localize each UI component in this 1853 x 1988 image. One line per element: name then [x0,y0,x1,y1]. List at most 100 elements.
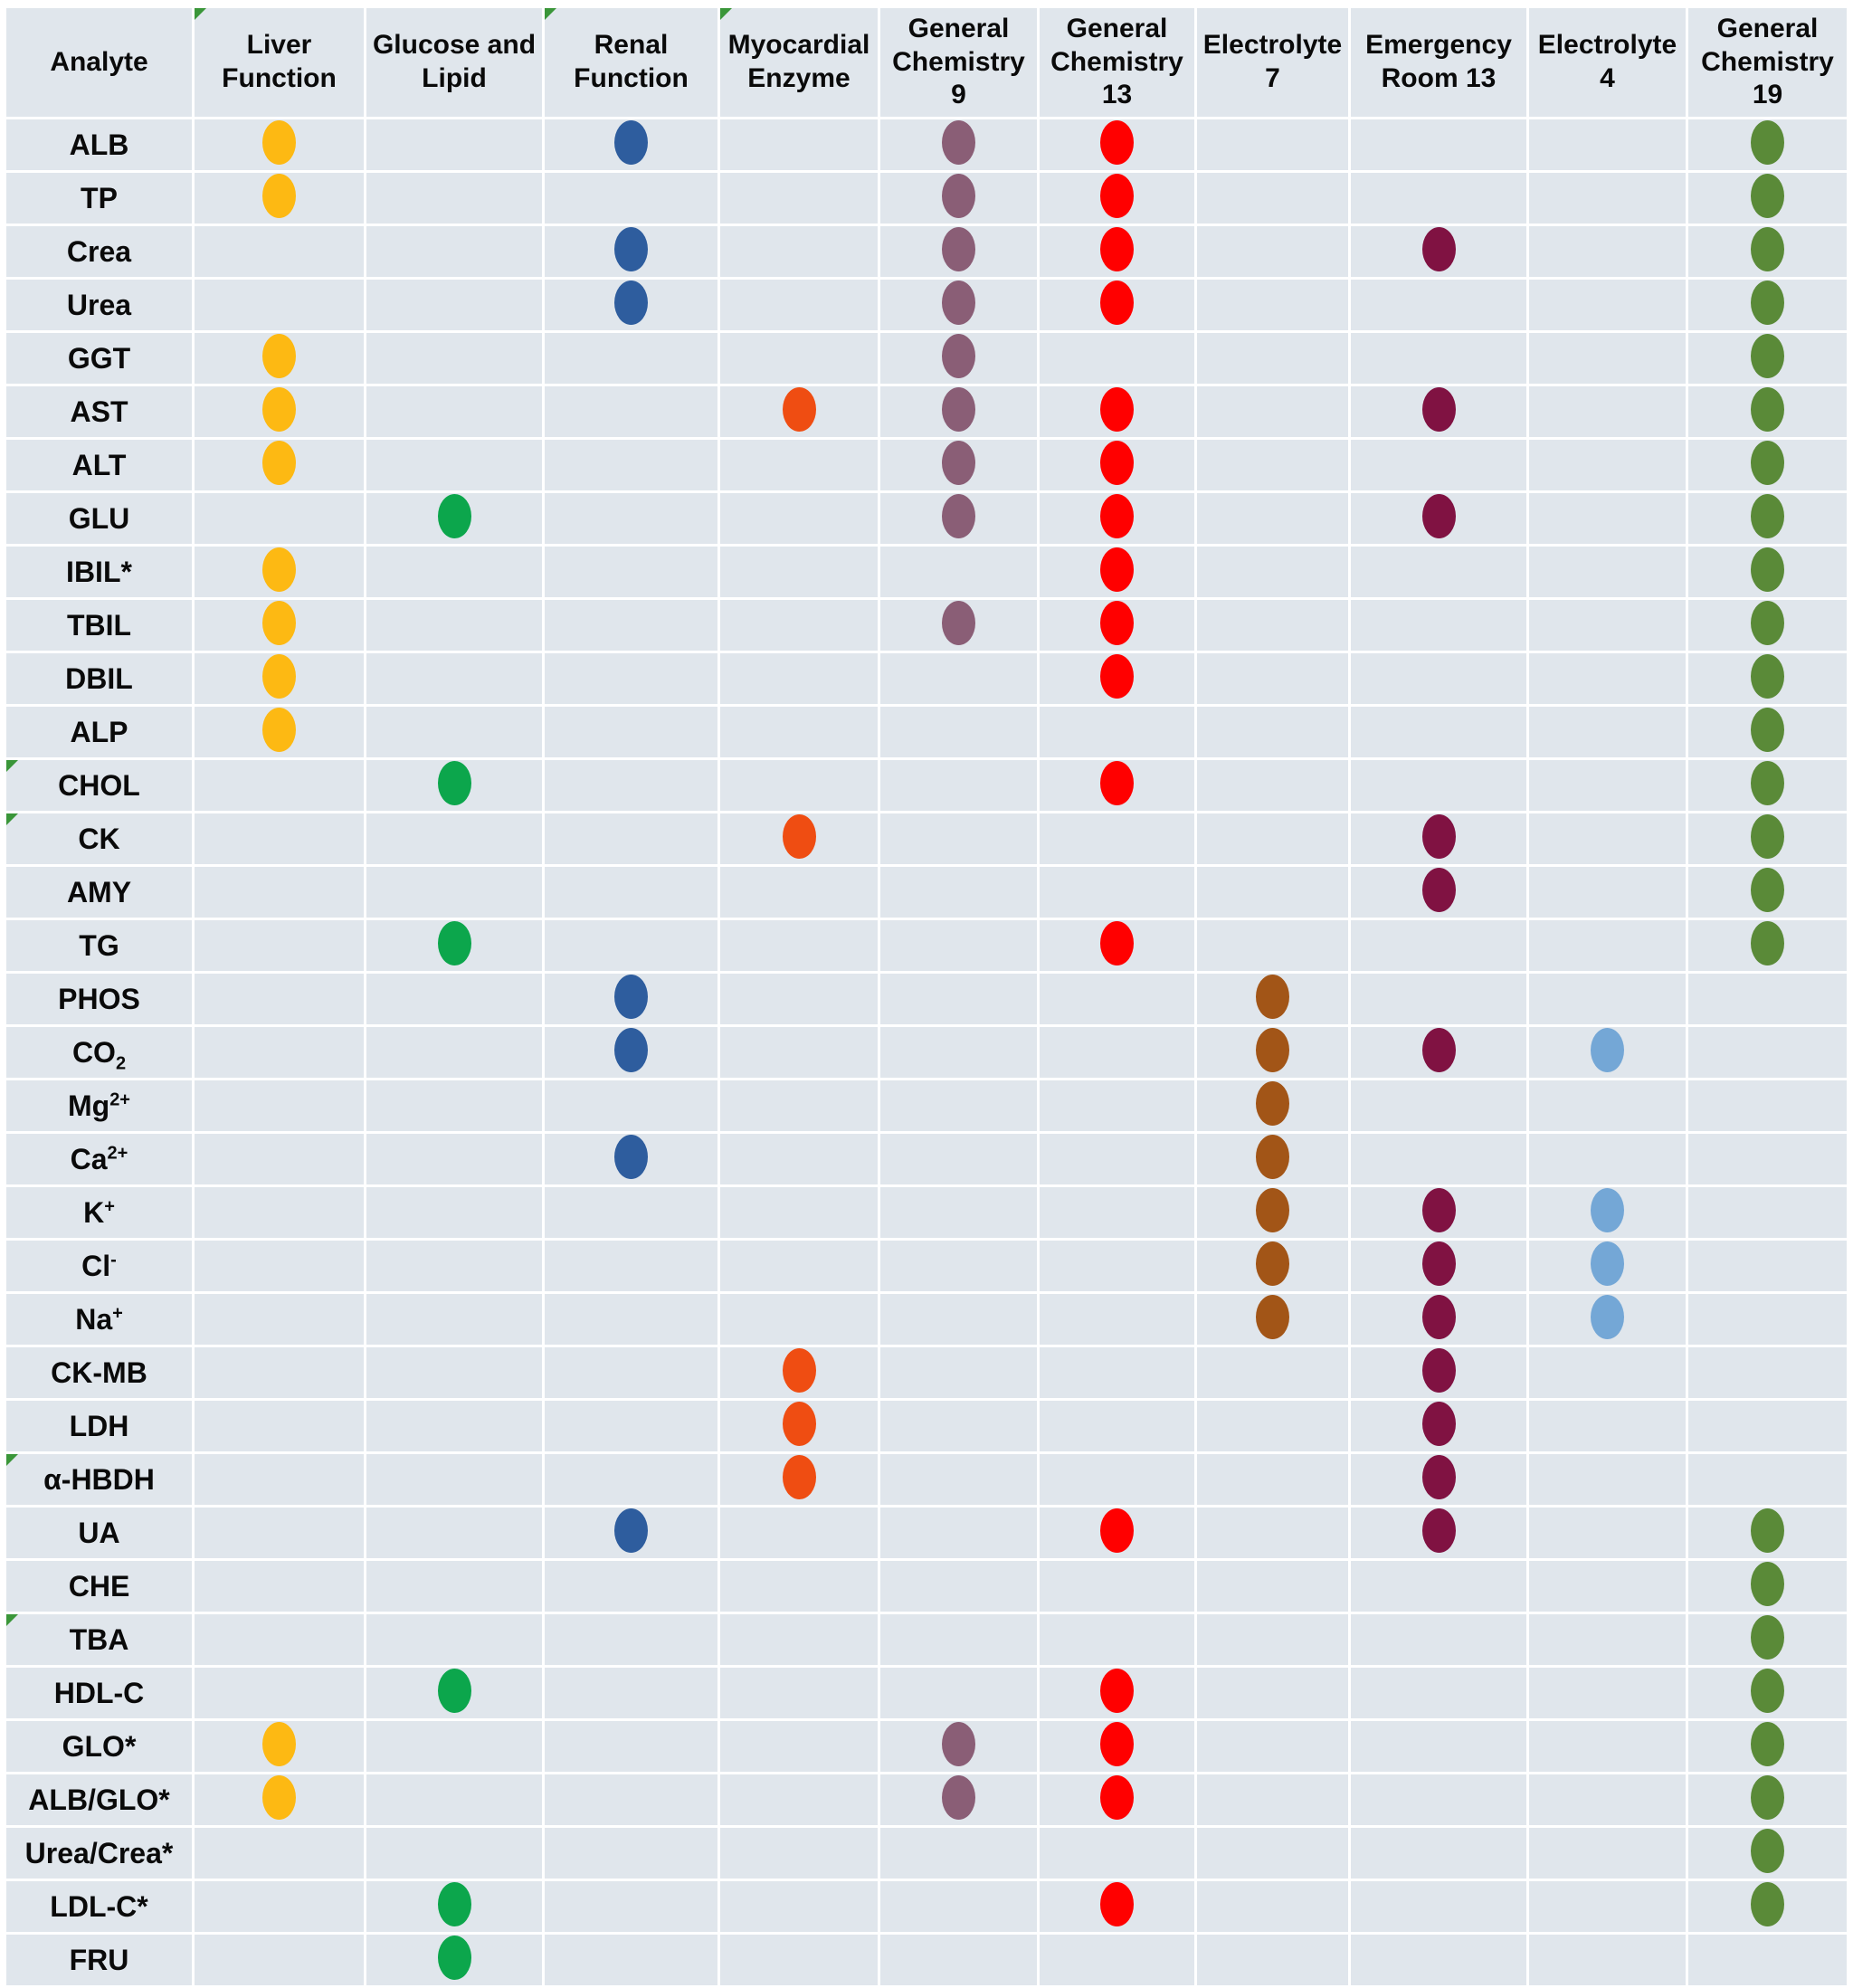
matrix-cell-er13 [1351,600,1526,651]
matrix-cell-myocardial [720,1187,878,1238]
matrix-cell-gc19 [1688,1881,1847,1932]
matrix-cell-el7 [1197,707,1348,757]
panel-dot-el4 [1591,1241,1624,1286]
matrix-cell-renal [545,280,717,330]
analyte-label-cell: PHOS [6,974,192,1024]
matrix-cell-liver [195,653,364,704]
matrix-cell-er13 [1351,1241,1526,1291]
matrix-cell-myocardial [720,600,878,651]
matrix-cell-el4 [1529,1080,1686,1131]
analyte-label-cell: GGT [6,333,192,384]
matrix-cell-myocardial [720,653,878,704]
panel-dot-er13 [1421,868,1456,912]
matrix-cell-gc19 [1688,974,1847,1024]
table-row: GLO* [6,1721,1847,1772]
analyte-label: AST [70,395,128,428]
analyte-label: GLU [68,501,130,535]
matrix-cell-el7 [1197,1027,1348,1078]
panel-dot-gc19 [1751,387,1784,432]
analyte-label-cell: CK-MB [6,1347,192,1398]
panel-dot-glucose [437,761,471,805]
analyte-label-cell: GLU [6,493,192,544]
matrix-cell-el7 [1197,493,1348,544]
matrix-cell-el7 [1197,1401,1348,1451]
analyte-label: AMY [66,875,132,908]
matrix-cell-er13 [1351,1774,1526,1825]
panel-dot-gc13 [1100,1669,1134,1713]
matrix-cell-gc9 [880,547,1037,597]
matrix-cell-renal [545,867,717,918]
matrix-cell-gc19 [1688,1828,1847,1879]
matrix-cell-gc9 [880,1561,1037,1612]
panel-dot-er13 [1421,1241,1456,1286]
analyte-label-cell: HDL-C [6,1668,192,1718]
panel-dot-gc13 [1100,387,1134,432]
panel-dot-el7 [1256,1028,1289,1072]
analyte-label-cell: Na+ [6,1294,192,1345]
matrix-cell-er13 [1351,867,1526,918]
cell-comment-marker-icon [195,8,206,20]
matrix-cell-glucose [366,1241,542,1291]
analyte-label: UA [78,1516,120,1549]
panel-dot-gc19 [1751,281,1784,325]
panel-dot-er13 [1421,494,1456,538]
panel-dot-myocardial [782,1348,816,1393]
matrix-cell-glucose [366,119,542,170]
matrix-cell-er13 [1351,386,1526,437]
column-header-label: Electrolyte 4 [1537,30,1677,93]
panel-dot-el4 [1591,1188,1624,1232]
matrix-cell-el7 [1197,280,1348,330]
matrix-cell-el7 [1197,1721,1348,1772]
analyte-label-cell: ALT [6,440,192,490]
matrix-cell-el7 [1197,760,1348,811]
analyte-label-cell: ALP [6,707,192,757]
matrix-cell-gc19 [1688,280,1847,330]
column-header-label: General Chemistry 13 [1050,14,1183,110]
column-header-label: Liver Function [222,30,337,93]
matrix-cell-glucose [366,440,542,490]
panel-dot-gc19 [1751,868,1784,912]
panel-dot-gc9 [942,281,975,325]
panel-dot-renal [614,281,648,325]
matrix-cell-gc9 [880,707,1037,757]
matrix-cell-el4 [1529,280,1686,330]
matrix-cell-renal [545,1401,717,1451]
matrix-header: Analyte Liver Function Glucose and Lipid R… [6,8,1847,117]
matrix-cell-renal [545,226,717,277]
matrix-cell-er13 [1351,333,1526,384]
matrix-cell-glucose [366,386,542,437]
matrix-cell-myocardial [720,1561,878,1612]
matrix-cell-gc13 [1040,1561,1194,1612]
panel-dot-liver [262,334,296,378]
matrix-cell-el7 [1197,1828,1348,1879]
panel-dot-er13 [1421,227,1456,271]
panel-dot-el4 [1591,1028,1624,1072]
panel-dot-liver [262,1722,296,1766]
matrix-cell-er13 [1351,1187,1526,1238]
matrix-cell-er13 [1351,1454,1526,1505]
matrix-cell-liver [195,333,364,384]
matrix-cell-myocardial [720,119,878,170]
panel-dot-er13 [1421,1455,1456,1499]
analyte-label-cell: DBIL [6,653,192,704]
matrix-cell-renal [545,1080,717,1131]
table-row: CO2 [6,1027,1847,1078]
panel-dot-gc19 [1751,1562,1784,1606]
matrix-cell-liver [195,1721,364,1772]
matrix-cell-renal [545,386,717,437]
matrix-cell-liver [195,1080,364,1131]
matrix-cell-gc13 [1040,493,1194,544]
matrix-cell-gc9 [880,1401,1037,1451]
panel-dot-liver [262,601,296,645]
table-row: CHE [6,1561,1847,1612]
matrix-cell-gc9 [880,226,1037,277]
panel-dot-gc19 [1751,814,1784,859]
matrix-cell-liver [195,1241,364,1291]
matrix-cell-gc13 [1040,1774,1194,1825]
matrix-cell-gc13 [1040,1134,1194,1184]
matrix-cell-er13 [1351,440,1526,490]
analyte-label: GGT [67,341,131,375]
analyte-label-cell: UA [6,1508,192,1558]
panel-dot-gc19 [1751,334,1784,378]
matrix-cell-gc13 [1040,1294,1194,1345]
